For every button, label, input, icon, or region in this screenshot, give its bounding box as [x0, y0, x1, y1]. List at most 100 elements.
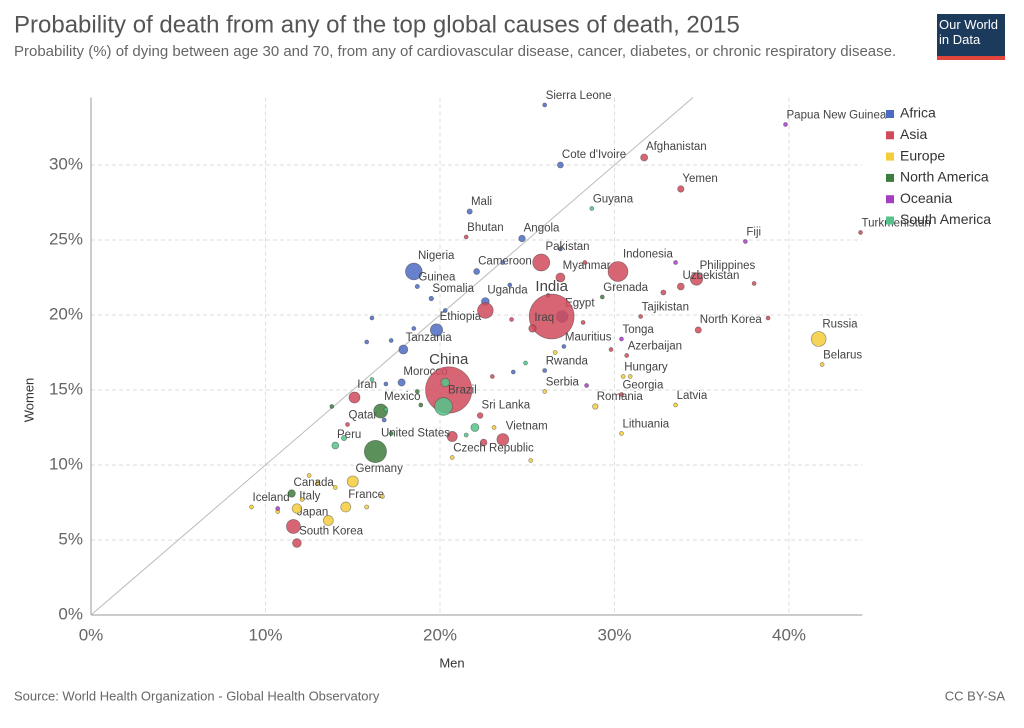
point-label: Somalia [432, 283, 474, 295]
point-label: Romania [597, 391, 644, 403]
chart-title: Probability of death from any of the top… [14, 11, 740, 38]
legend-swatch [886, 216, 894, 225]
legend-label: North America [900, 169, 989, 185]
bubble [751, 281, 757, 286]
bubble [694, 326, 702, 334]
legend-label: Africa [900, 105, 936, 121]
legend-label: South America [900, 211, 991, 227]
point-label: Vietnam [506, 421, 548, 433]
bubble [411, 326, 417, 331]
bubble [476, 412, 484, 419]
bubble [466, 208, 473, 215]
point-label: Turkmenistan [862, 218, 931, 230]
bubble [677, 185, 685, 193]
bubble [608, 347, 614, 352]
bubble [500, 260, 506, 265]
bubble [383, 381, 389, 387]
point-label: Philippines [700, 260, 756, 272]
bubble [561, 344, 567, 349]
license: CC BY-SA [945, 688, 1006, 703]
bubble [640, 153, 649, 162]
point-label: Iceland [253, 492, 290, 504]
bubble [329, 404, 335, 409]
bubble [418, 402, 424, 408]
point-label: Czech Republic [453, 443, 534, 455]
bubble [414, 284, 420, 289]
y-tick-label: 0% [58, 604, 83, 623]
x-tick-label: 40% [772, 625, 806, 644]
point-label: Hungary [624, 362, 668, 374]
bubble [388, 338, 394, 343]
bubble [348, 391, 361, 404]
bubble [479, 438, 488, 447]
bubble [510, 369, 516, 375]
bubble [287, 489, 296, 498]
y-tick-label: 25% [49, 229, 83, 248]
point-label: Bhutan [467, 222, 503, 234]
point-label: Azerbaijan [628, 341, 682, 353]
legend-swatch [886, 131, 894, 140]
point-label: Sri Lanka [482, 400, 531, 412]
point-label: Guinea [418, 271, 456, 283]
bubble [383, 407, 389, 412]
legend-swatch [886, 110, 894, 118]
bubble [381, 417, 387, 423]
bubble [398, 344, 409, 355]
point-label: United States [381, 427, 450, 439]
bubble [660, 289, 667, 296]
y-tick-label: 15% [49, 379, 83, 398]
bubble [555, 272, 566, 283]
point-label: Tanzania [406, 332, 453, 344]
logo-box [937, 14, 1005, 60]
point-label: Rwanda [546, 355, 589, 367]
point-label: Ethiopia [440, 311, 482, 323]
bubble [306, 473, 312, 478]
x-tick-label: 20% [423, 625, 457, 644]
point-label: Angola [524, 222, 560, 234]
bubble [783, 122, 788, 127]
point-label: Canada [294, 477, 335, 489]
point-label: North Korea [700, 314, 763, 326]
point-label: Serbia [546, 377, 580, 389]
bubble [765, 315, 771, 321]
bubble [341, 435, 348, 441]
bubble [819, 362, 825, 367]
y-tick-label: 20% [49, 304, 83, 323]
x-axis-label: Men [439, 655, 464, 670]
bubble [363, 440, 387, 463]
point-label: Germany [356, 463, 404, 475]
point-label: Russia [822, 319, 858, 331]
bubble [496, 433, 510, 446]
point-label: Yemen [682, 173, 717, 185]
point-label: Fiji [746, 227, 761, 239]
logo-text-box: Our World in Data [939, 17, 998, 47]
point-label: Belarus [823, 350, 862, 362]
x-tick-label: 0% [79, 625, 104, 644]
bubble [542, 102, 548, 108]
bubble [810, 331, 827, 347]
bubble [599, 294, 605, 300]
point-label: Qatar [349, 410, 378, 422]
point-label: Cameroon [478, 256, 532, 268]
bubble [405, 262, 423, 281]
point-label: Nigeria [418, 250, 455, 262]
point-label: Japan [297, 507, 328, 519]
bubble [369, 377, 375, 382]
y-tick-label: 30% [49, 154, 83, 173]
source: Source: World Health Organization - Glob… [14, 688, 380, 703]
bubble [619, 392, 624, 397]
bubble [473, 268, 480, 275]
bubble [673, 402, 678, 408]
bubble [518, 234, 526, 243]
bubble [528, 324, 537, 333]
bubble [364, 339, 370, 345]
bubble [463, 432, 469, 438]
bubble [346, 475, 359, 488]
bubble [429, 323, 444, 337]
bubble [332, 485, 338, 490]
bubble [542, 368, 548, 373]
bubble [428, 295, 434, 302]
point-label: Italy [299, 491, 320, 503]
y-tick-label: 10% [49, 454, 83, 473]
